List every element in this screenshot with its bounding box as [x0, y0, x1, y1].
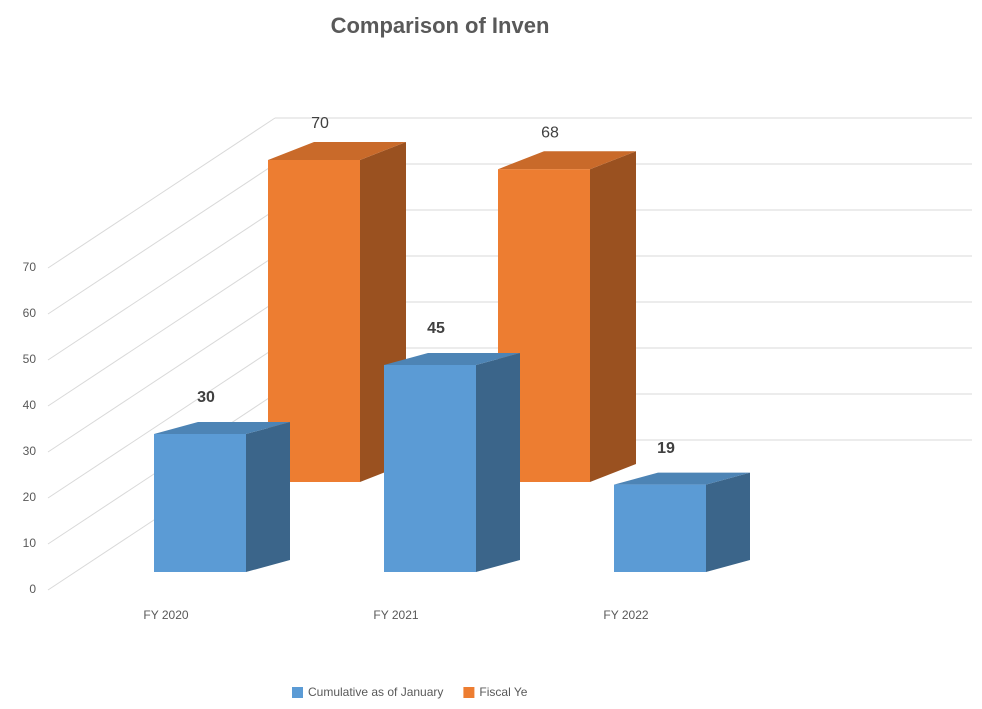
- legend-label: Cumulative as of January: [308, 685, 443, 699]
- grid-line: [47, 209, 276, 361]
- y-tick-label: 70: [23, 260, 37, 274]
- data-label: 30: [197, 389, 215, 406]
- grid-line: [47, 255, 276, 407]
- legend-swatch: [292, 687, 303, 698]
- bar-top: [614, 472, 750, 485]
- bar-side: [476, 353, 520, 572]
- y-tick-label: 40: [23, 398, 37, 412]
- x-tick-label: FY 2020: [143, 608, 188, 622]
- y-tick-label: 10: [23, 536, 37, 550]
- bar: [154, 434, 246, 572]
- bar-side: [706, 472, 750, 572]
- y-tick-label: 60: [23, 306, 37, 320]
- y-tick-label: 0: [29, 582, 36, 596]
- legend-label: Fiscal Ye: [479, 685, 527, 699]
- bar-top: [268, 142, 406, 160]
- x-tick-label: FY 2022: [603, 608, 648, 622]
- bar: [384, 365, 476, 572]
- data-label: 70: [311, 115, 329, 132]
- y-tick-label: 30: [23, 444, 37, 458]
- bar-top: [498, 151, 636, 170]
- grid-line: [47, 301, 276, 453]
- bar-side: [590, 151, 636, 482]
- data-label: 45: [427, 320, 445, 337]
- chart-title: Comparison of Inven: [331, 13, 550, 38]
- legend-swatch: [463, 687, 475, 698]
- data-label: 19: [657, 440, 675, 457]
- data-label: 68: [541, 124, 559, 141]
- y-tick-label: 50: [23, 352, 37, 366]
- grid-line: [47, 163, 276, 315]
- grid-line: [47, 347, 276, 499]
- bar-side: [246, 422, 290, 572]
- bar: [614, 484, 706, 572]
- y-tick-label: 20: [23, 490, 37, 504]
- grid-line: [47, 117, 276, 269]
- bar-top: [384, 353, 520, 365]
- bar-top: [154, 422, 290, 434]
- x-tick-label: FY 2021: [373, 608, 418, 622]
